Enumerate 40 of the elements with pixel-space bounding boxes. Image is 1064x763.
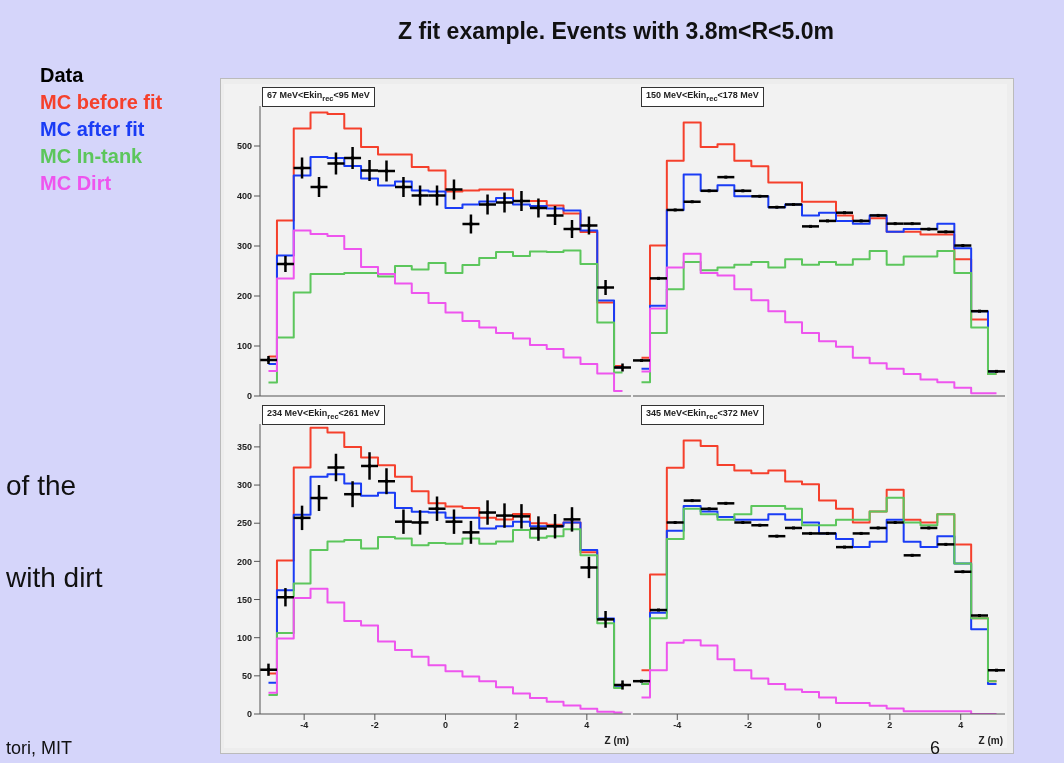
text: with dirt: [6, 562, 103, 594]
y-tick-label: 150: [236, 594, 252, 605]
chart-subtitle: 67 MeV<Ekin$_{rec}$<95 MeV: [262, 87, 375, 107]
chart-subtitle: 234 MeV<Ekin$_{rec}$<261 MeV: [262, 405, 385, 425]
y-tick-label: 500: [236, 141, 252, 152]
text: of the: [6, 470, 77, 502]
x-tick-label: 2: [887, 720, 893, 731]
y-tick-label: 250: [236, 518, 252, 529]
text: Data: [40, 63, 85, 88]
y-tick-label: 50: [241, 671, 252, 682]
x-tick-label: -4: [673, 720, 682, 731]
y-tick-label: 0: [246, 709, 252, 720]
chart-subtitle: 345 MeV<Ekin$_{rec}$<372 MeV: [641, 405, 764, 425]
y-tick-label: 300: [236, 480, 252, 491]
y-tick-label: 400: [236, 191, 252, 202]
y-tick-label: 100: [236, 632, 252, 643]
y-tick-label: 100: [236, 341, 252, 352]
y-tick-label: 200: [236, 291, 252, 302]
x-tick-label: -2: [370, 720, 379, 731]
x-axis-title: Z (m): [978, 735, 1003, 746]
x-tick-label: 0: [442, 720, 449, 731]
chart-subtitle: 150 MeV<Ekin$_{rec}$<178 MeV: [641, 87, 764, 107]
x-tick-label: 0: [816, 720, 822, 731]
text: MC after fit: [40, 117, 146, 142]
text: MC Dirt: [40, 171, 113, 196]
x-axis-title: Z (m): [604, 735, 629, 746]
text: MC before fit: [40, 90, 163, 115]
x-tick-label: 2: [513, 720, 519, 731]
y-tick-label: 350: [236, 442, 252, 453]
x-tick-label: -2: [744, 720, 753, 731]
y-tick-label: 200: [236, 556, 252, 567]
text: 6: [930, 738, 941, 759]
text: MC In-tank: [40, 144, 144, 169]
y-tick-label: 0: [246, 391, 252, 402]
x-tick-label: -4: [300, 720, 309, 731]
y-tick-label: 300: [236, 241, 252, 252]
chart-title: Z fit example. Events with 3.8m<R<5.0m: [397, 18, 835, 45]
x-tick-label: 4: [958, 720, 964, 731]
text: tori, MIT: [6, 738, 72, 759]
x-tick-label: 4: [584, 720, 590, 731]
